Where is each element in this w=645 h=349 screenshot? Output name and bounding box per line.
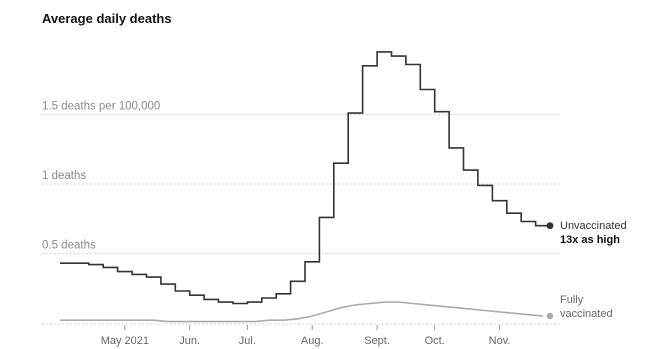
x-tick-label: Sept.: [364, 335, 390, 347]
ratio-label: 13x as high: [560, 234, 620, 246]
unvaccinated-label: Unvaccinated: [560, 220, 627, 232]
series-line-unvaccinated: [60, 51, 550, 305]
x-tick-label: May 2021: [101, 335, 149, 347]
series-line-fully-vaccinated: [60, 301, 543, 323]
x-tick-label: Aug.: [301, 335, 324, 347]
y-tick-labels: 0.5 deaths 1 deaths 1.5 deaths per 100,000: [42, 101, 160, 252]
chart-title: Average daily deaths: [42, 11, 172, 26]
y-tick-label: 1 deaths: [42, 170, 86, 182]
y-tick-label: 1.5 deaths per 100,000: [42, 101, 160, 113]
x-tick-label: Oct.: [425, 335, 445, 347]
x-tick-label: Jun.: [179, 335, 200, 347]
vaccinated-label-line2: vaccinated: [560, 308, 613, 320]
x-tick-label: Jul.: [239, 335, 256, 347]
x-axis: May 2021 Jun. Jul. Aug. Sept. Oct. Nov.: [42, 323, 560, 347]
unvaccinated-end-point: [546, 222, 554, 230]
vaccinated-label-line1: Fully: [560, 294, 584, 306]
series-group: [60, 51, 554, 323]
gridlines: [42, 114, 560, 254]
annotations: Unvaccinated 13x as high Fully vaccinate…: [560, 220, 627, 320]
fully-vaccinated-end-point: [546, 312, 554, 320]
x-tick-label: Nov.: [489, 335, 511, 347]
y-tick-label: 0.5 deaths: [42, 240, 96, 252]
